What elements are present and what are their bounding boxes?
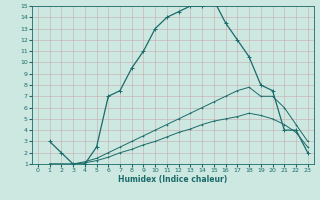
X-axis label: Humidex (Indice chaleur): Humidex (Indice chaleur): [118, 175, 228, 184]
